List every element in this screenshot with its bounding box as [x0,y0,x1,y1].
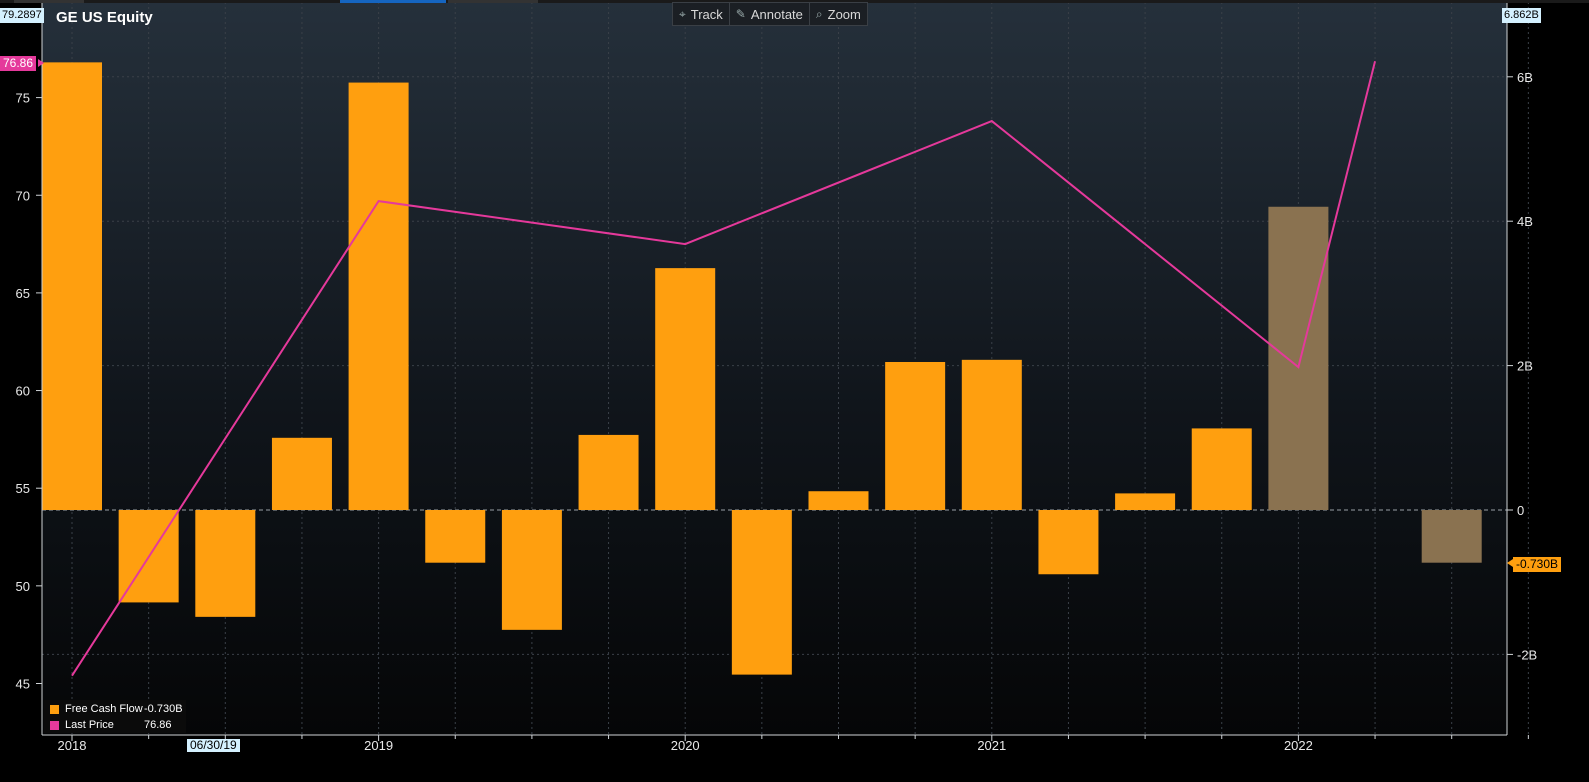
fcf-bar[interactable] [501,510,562,630]
fcf-bar[interactable] [731,510,792,675]
legend-price-label: Last Price [65,719,114,731]
fcf-bar[interactable] [1421,510,1482,563]
x-axis-tick-label: 2019 [364,738,393,753]
fcf-bar[interactable] [1115,493,1176,510]
annotate-label: Annotate [750,6,803,22]
last-price-marker [38,59,44,67]
left-axis-tick-label: 50 [16,579,30,594]
zoom-label: Zoom [827,6,861,22]
legend-price-value: 76.86 [144,719,172,731]
right-axis-tick-label: -2B [1517,647,1537,662]
chart-title: GE US Equity [56,9,153,26]
fcf-bar[interactable] [425,510,486,563]
last-fcf-tag: -0.730B [1513,557,1562,572]
right-axis-tick-label: 4B [1517,214,1533,229]
last-price-tag: 76.86 [0,56,37,71]
x-axis-tick-label: 2022 [1284,738,1313,753]
fcf-bar[interactable] [1268,206,1329,510]
fcf-swatch [50,704,59,714]
fcf-bar[interactable] [808,491,869,510]
legend-item-price[interactable]: Last Price 76.86 [44,718,186,732]
last-fcf-marker [1507,559,1513,567]
legend-fcf-label: Free Cash Flow [65,703,143,715]
right-axis-tick-label: 0 [1517,503,1524,518]
fcf-bar[interactable] [348,82,409,511]
chart-legend[interactable]: Free Cash Flow -0.730B Last Price 76.86 [44,700,186,733]
left-axis-tick-label: 60 [16,384,30,399]
top-strip [0,0,1589,3]
price-swatch [50,720,59,730]
right-axis-max-tag: 6.862B [1502,8,1541,23]
chart-toolbar: ⌖ Track ✎ Annotate ⌕ Zoom [672,2,868,26]
fcf-bar[interactable] [271,437,332,510]
x-axis-tick-label: 2018 [58,738,87,753]
fcf-bar[interactable] [1038,510,1099,575]
x-axis-tick-label: 2021 [977,738,1006,753]
left-axis-tick-label: 70 [16,188,30,203]
zoom-button[interactable]: ⌕ Zoom [810,3,867,25]
left-axis-tick-label: 45 [16,677,30,692]
pencil-icon: ✎ [735,7,746,21]
price-line[interactable] [71,61,1377,677]
left-axis-tick-label: 65 [16,286,30,301]
crosshair-icon: ⌖ [679,6,686,21]
fcf-bar[interactable] [1191,428,1252,510]
fcf-bar[interactable] [195,510,256,617]
top-strip-tab-active[interactable] [340,0,446,3]
annotate-button[interactable]: ✎ Annotate [730,3,810,25]
top-strip-tab[interactable] [14,0,84,3]
right-axis-tick-label: 6B [1517,70,1533,85]
right-axis-tick-label: 2B [1517,359,1533,374]
legend-fcf-value: -0.730B [144,703,183,715]
hover-date-tag: 06/30/19 [187,739,240,752]
left-axis-tick-label: 55 [16,481,30,496]
top-strip-tab[interactable] [448,0,538,3]
left-axis-max-tag: 79.2897 [0,8,44,23]
track-label: Track [690,6,723,22]
x-axis-tick-label: 2020 [671,738,700,753]
magnifier-icon: ⌕ [815,6,823,21]
left-axis-tick-label: 75 [16,91,30,106]
fcf-bar[interactable] [578,434,639,510]
fcf-bar[interactable] [42,62,102,511]
fcf-bar[interactable] [655,268,716,510]
fcf-bar[interactable] [961,359,1022,510]
fcf-bar[interactable] [885,361,946,510]
track-button[interactable]: ⌖ Track [673,3,730,25]
legend-item-fcf[interactable]: Free Cash Flow -0.730B [44,702,186,716]
